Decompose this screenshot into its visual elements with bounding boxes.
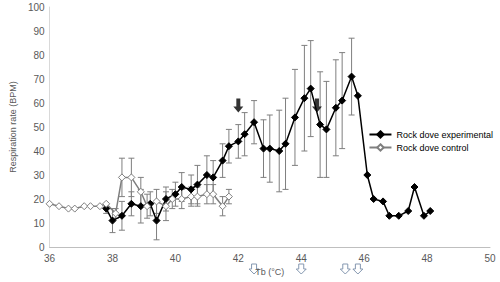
svg-text:38: 38 (107, 253, 119, 264)
svg-text:80: 80 (33, 50, 45, 61)
svg-text:20: 20 (33, 194, 45, 205)
svg-text:50: 50 (33, 122, 45, 133)
svg-text:40: 40 (170, 253, 182, 264)
svg-text:90: 90 (33, 26, 45, 37)
svg-text:48: 48 (422, 253, 434, 264)
svg-text:70: 70 (33, 74, 45, 85)
svg-text:60: 60 (33, 98, 45, 109)
svg-text:Respiration rate (BPM): Respiration rate (BPM) (8, 81, 18, 173)
svg-text:0: 0 (39, 242, 45, 253)
svg-text:10: 10 (33, 218, 45, 229)
svg-text:40: 40 (33, 146, 45, 157)
svg-text:42: 42 (233, 253, 245, 264)
svg-text:50: 50 (484, 253, 496, 264)
svg-text:44: 44 (296, 253, 308, 264)
svg-text:Rock dove control: Rock dove control (396, 143, 468, 153)
svg-text:100: 100 (28, 2, 45, 13)
svg-text:Rock dove experimental: Rock dove experimental (396, 130, 493, 140)
svg-text:30: 30 (33, 170, 45, 181)
svg-text:46: 46 (359, 253, 371, 264)
svg-text:Tb (°C): Tb (°C) (255, 267, 284, 277)
svg-text:36: 36 (44, 253, 56, 264)
